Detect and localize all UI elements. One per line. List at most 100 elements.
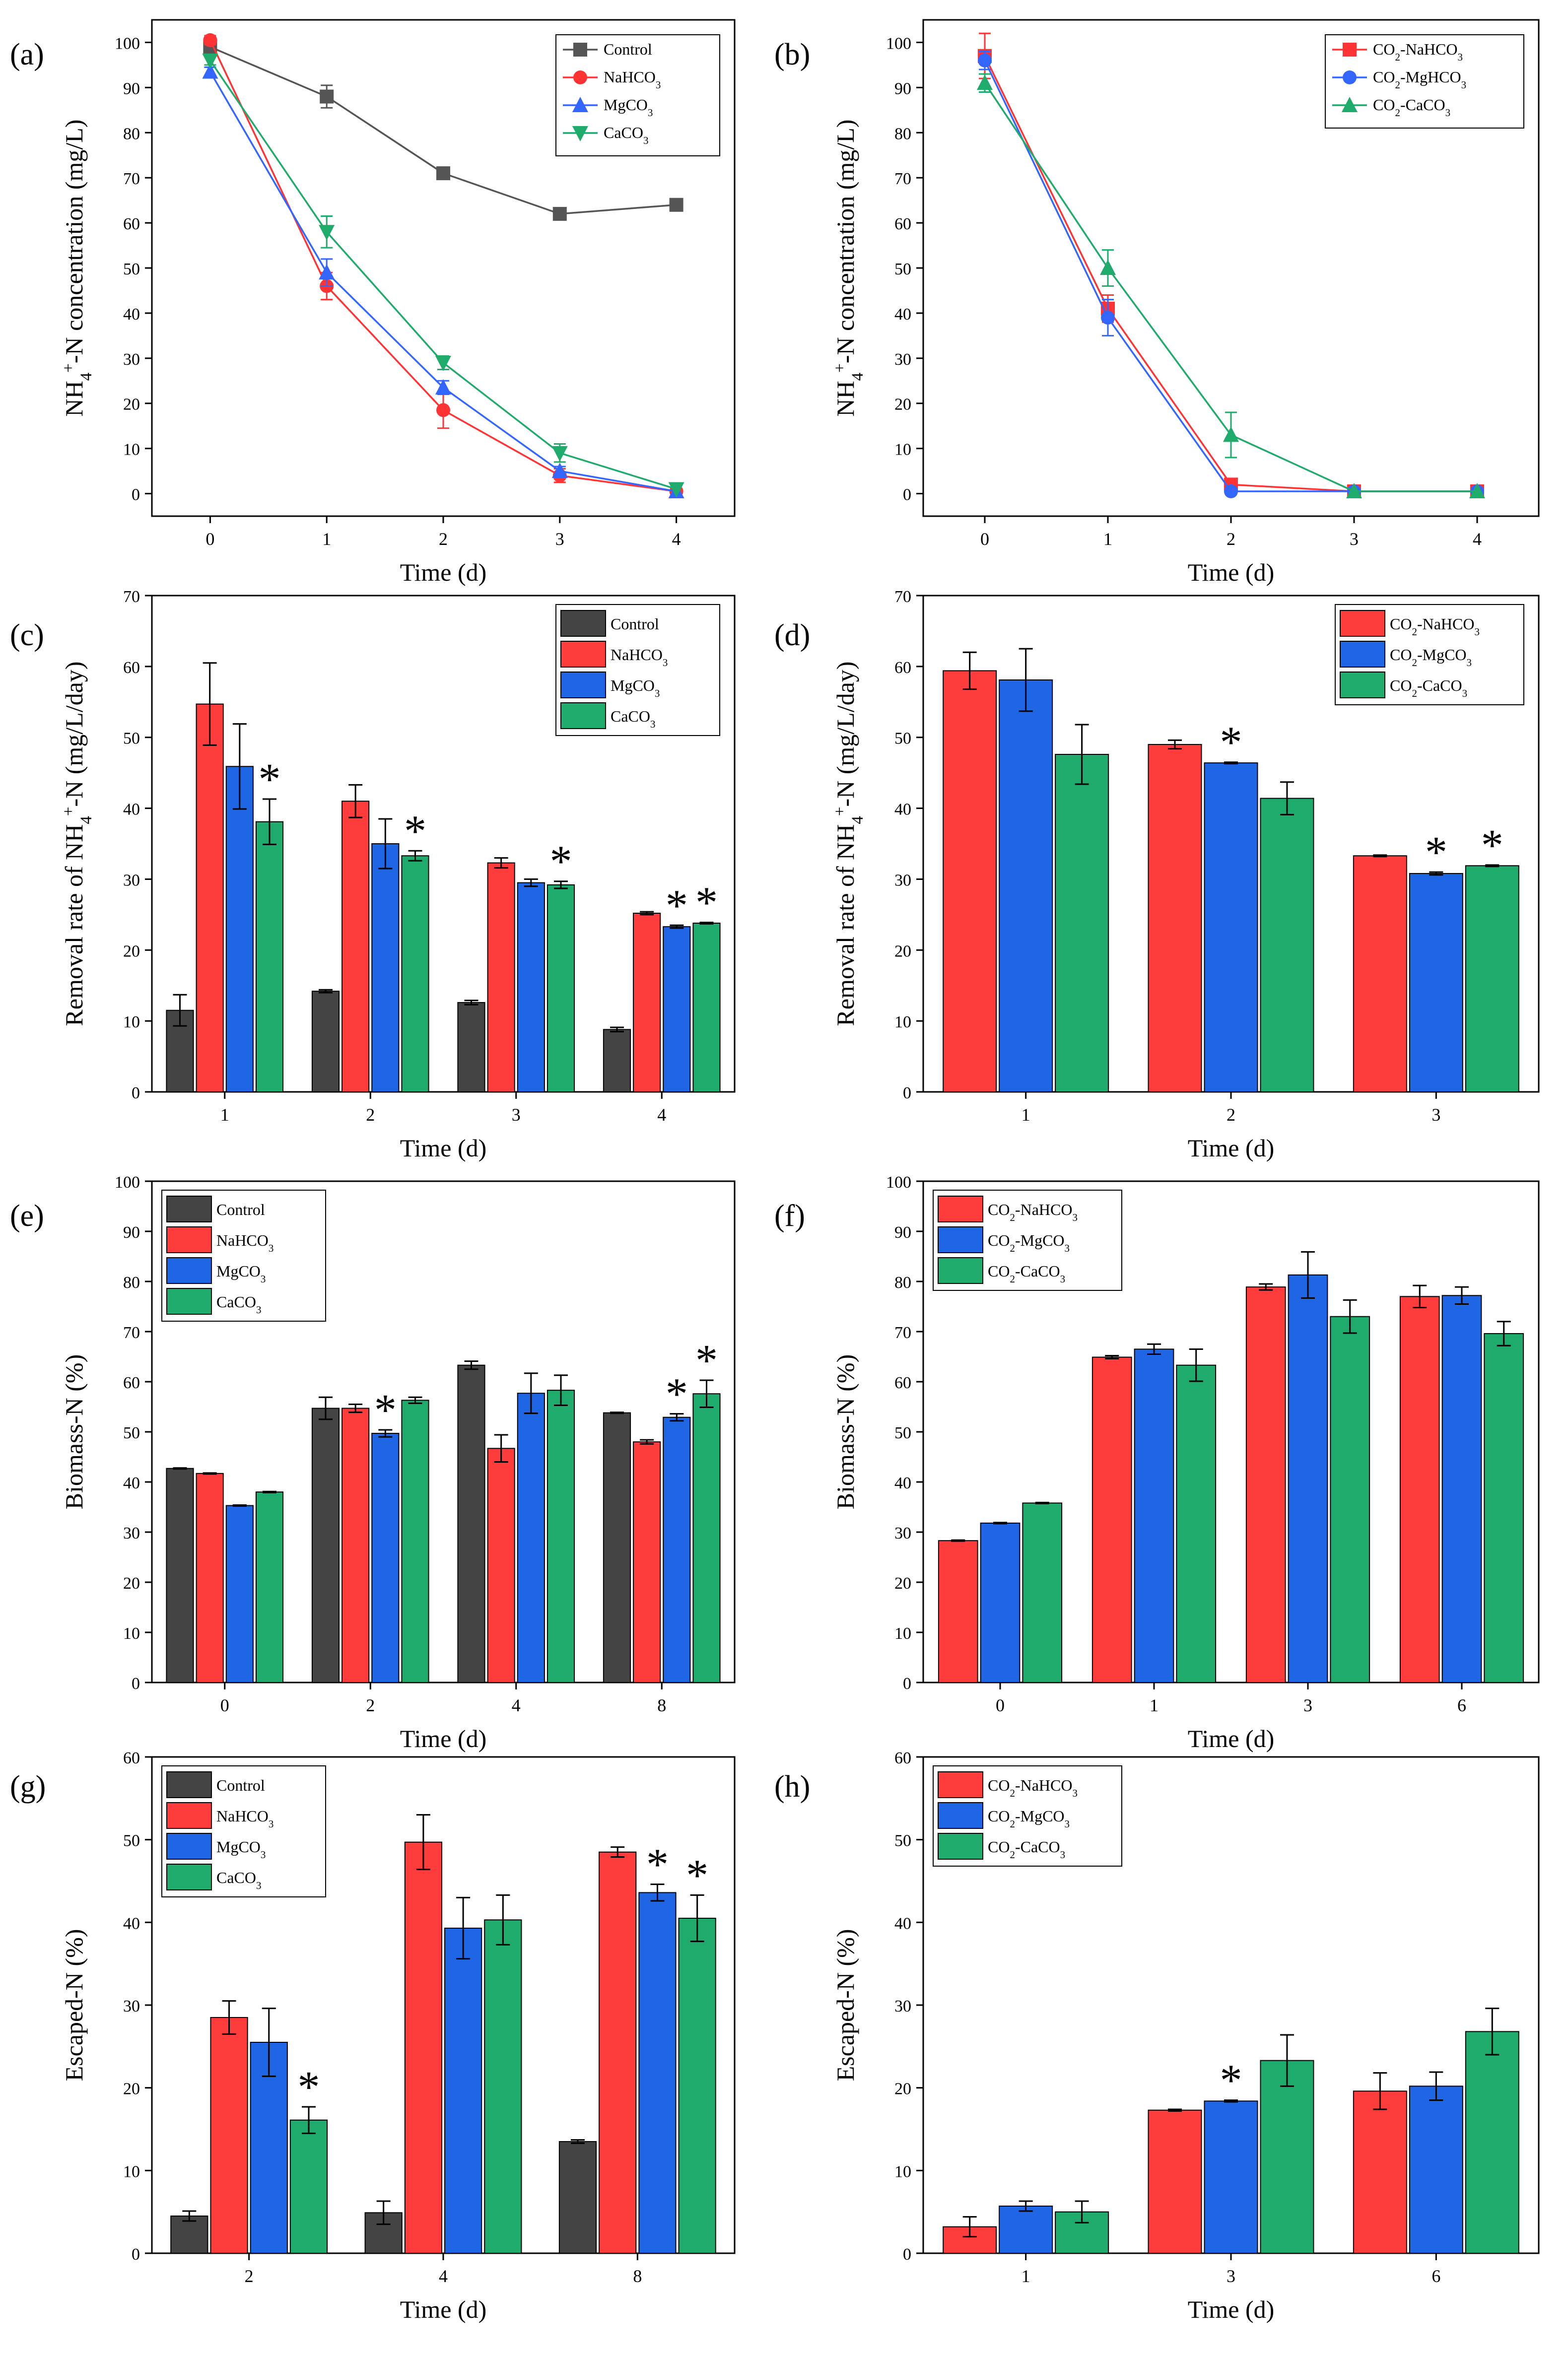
legend-label: CO2-MgCO3	[988, 1231, 1070, 1254]
legend-label: NaHCO3	[611, 646, 668, 669]
legend-swatch	[560, 702, 606, 729]
bar	[196, 703, 224, 1092]
bar	[341, 1408, 370, 1683]
legend-label: NaHCO3	[604, 68, 661, 91]
x-tick-label: 0	[205, 529, 214, 549]
significance-asterisk: *	[298, 2063, 320, 2112]
data-point	[319, 225, 335, 241]
y-tick-label: 60	[894, 215, 911, 233]
bar	[546, 1390, 575, 1683]
bar	[1148, 744, 1202, 1092]
bar	[1353, 855, 1407, 1093]
legend-swatch	[938, 1196, 983, 1222]
bar	[170, 2216, 208, 2254]
y-tick-label: 100	[886, 1173, 911, 1192]
data-point	[669, 198, 683, 212]
y-tick-label: 50	[123, 1424, 140, 1442]
y-tick-label: 10	[123, 1013, 140, 1031]
bar	[225, 766, 254, 1093]
data-point	[1346, 483, 1362, 498]
x-tick-label: 1	[220, 1105, 229, 1125]
y-tick-label: 50	[894, 1424, 911, 1442]
legend-swatch	[1340, 672, 1385, 698]
data-point	[572, 126, 588, 141]
legend-swatch	[166, 1802, 212, 1829]
y-axis-label: NH4+-N concentration (mg/L)	[831, 120, 867, 417]
data-point	[1469, 483, 1485, 498]
significance-asterisk: *	[550, 837, 572, 886]
y-tick-label: 20	[894, 396, 911, 414]
legend-label: CaCO3	[604, 124, 649, 146]
bar	[255, 821, 284, 1092]
bar	[1148, 2109, 1202, 2254]
y-axis-label: Biomass-N (%)	[831, 1354, 859, 1509]
y-tick-label: 0	[903, 486, 911, 504]
x-tick-label: 0	[996, 1695, 1005, 1715]
y-tick-label: 100	[115, 1173, 140, 1192]
y-tick-label: 60	[894, 1374, 911, 1392]
bar	[692, 923, 721, 1092]
bar	[401, 1400, 429, 1683]
legend-label: CaCO3	[216, 1869, 262, 1891]
panel-label: (a)	[10, 38, 44, 71]
bar	[638, 1892, 677, 2254]
significance-asterisk: *	[404, 807, 426, 856]
y-tick-label: 0	[132, 1084, 140, 1102]
y-tick-label: 30	[894, 1997, 911, 2016]
x-tick-label: 6	[1457, 1695, 1466, 1715]
legend-swatch	[166, 1257, 212, 1284]
bar	[599, 1851, 637, 2254]
legend-swatch	[560, 672, 606, 698]
legend-swatch	[166, 1288, 212, 1315]
y-axis-label: Removal rate of NH4+-N (mg/L/day)	[60, 662, 95, 1026]
data-point	[436, 403, 450, 417]
y-tick-label: 70	[894, 1324, 911, 1342]
x-axis-label: Time (d)	[400, 2295, 487, 2323]
legend-label: NaHCO3	[216, 1231, 273, 1254]
data-point	[1342, 97, 1358, 112]
legend-swatch	[166, 1226, 212, 1253]
legend-label: CO2-NaHCO3	[1390, 615, 1480, 638]
legend-swatch	[166, 1196, 212, 1222]
x-tick-label: 4	[672, 529, 681, 549]
x-axis-label: Time (d)	[1188, 1134, 1275, 1162]
plot-frame	[151, 595, 736, 1093]
bar	[457, 1364, 485, 1683]
bar	[1134, 1348, 1174, 1683]
x-tick-label: 1	[1022, 2266, 1030, 2286]
x-axis-label: Time (d)	[400, 558, 487, 586]
y-tick-label: 40	[894, 1914, 911, 1933]
y-tick-label: 10	[894, 1013, 911, 1031]
x-tick-label: 3	[555, 529, 564, 549]
significance-asterisk: *	[374, 1386, 397, 1435]
y-tick-label: 20	[123, 396, 140, 414]
bar	[678, 1918, 716, 2254]
y-tick-label: 40	[123, 1914, 140, 1933]
x-tick-label: 2	[439, 529, 448, 549]
data-point	[1343, 70, 1357, 84]
line-chart-0: 0 10 20 30 40 50 60 70 80 90 100 0 1 2 3 4 Time (d) NH4+-…	[60, 19, 736, 586]
bar	[546, 884, 575, 1093]
data-point	[1100, 260, 1116, 275]
bar	[371, 1433, 400, 1683]
y-tick-label: 20	[123, 2080, 140, 2098]
bar-chart-4: 0 10 20 30 40 50 60 70 80 90 100 0 2 4 8 Time (d) Biomas…	[60, 1173, 736, 1752]
y-tick-label: 10	[894, 1624, 911, 1643]
legend-label: CO2-CaCO3	[988, 1262, 1065, 1285]
x-tick-label: 1	[1150, 1695, 1159, 1715]
bar	[633, 1441, 661, 1683]
data-point	[551, 463, 568, 478]
y-tick-label: 50	[123, 1832, 140, 1850]
x-tick-label: 1	[1022, 1105, 1030, 1125]
legend-swatch	[166, 1771, 212, 1798]
y-tick-label: 80	[894, 125, 911, 143]
data-point	[572, 97, 588, 112]
bar	[487, 1448, 515, 1683]
bar	[1091, 1356, 1132, 1683]
y-tick-label: 30	[123, 1997, 140, 2016]
bar	[1409, 873, 1463, 1092]
bar	[692, 1393, 721, 1683]
legend-label: CO2-CaCO3	[1390, 676, 1467, 699]
bar	[1409, 2085, 1463, 2254]
